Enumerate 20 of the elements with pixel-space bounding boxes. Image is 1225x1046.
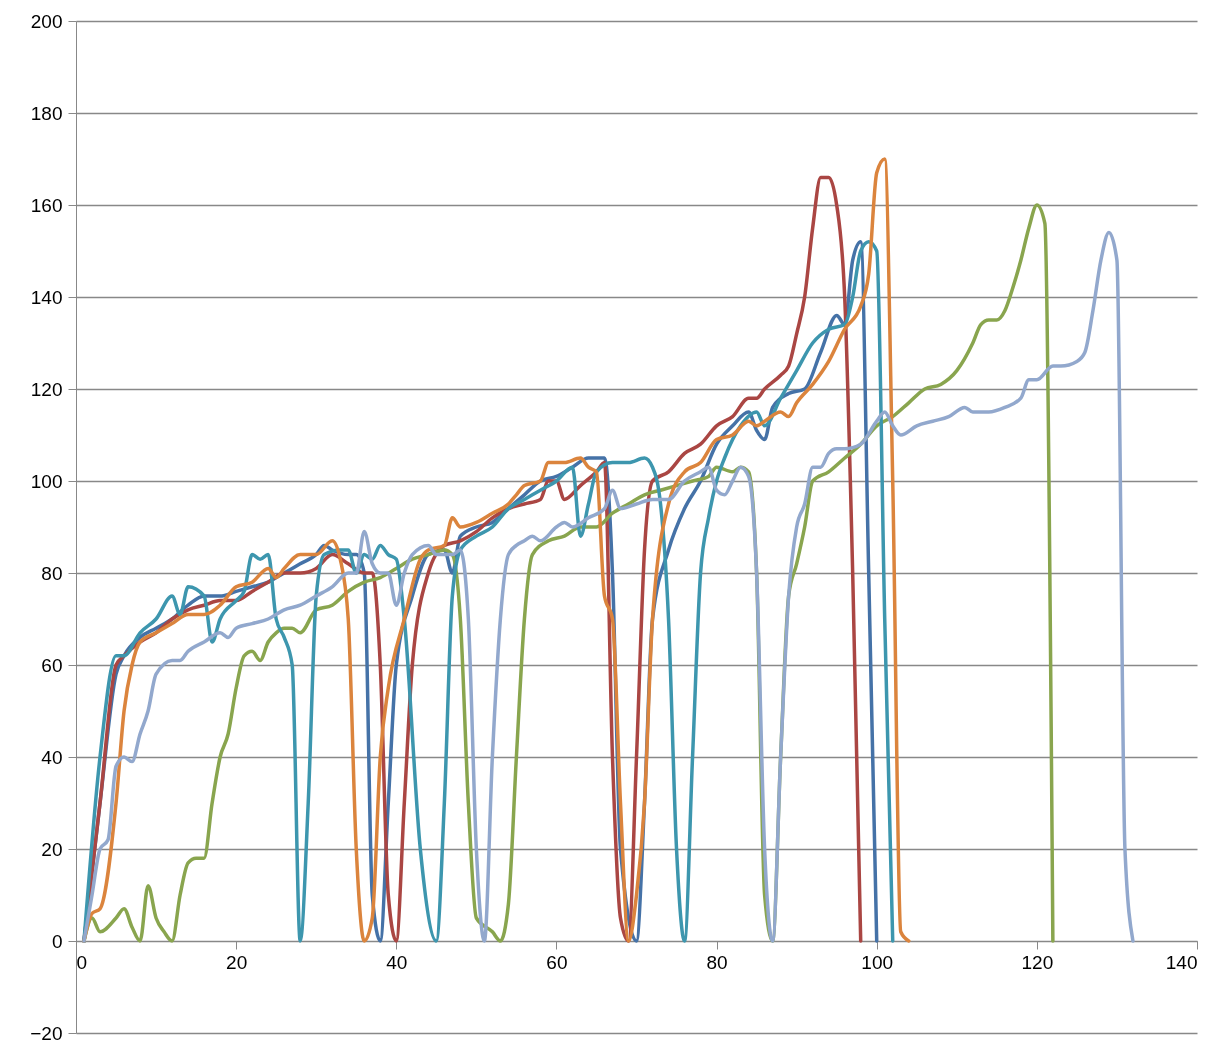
x-tick-label: 60 bbox=[546, 951, 568, 973]
y-tick-label: −20 bbox=[30, 1022, 63, 1044]
y-tick-label: 140 bbox=[30, 286, 63, 308]
x-tick-label: 80 bbox=[706, 951, 728, 973]
x-tick-label: 120 bbox=[1021, 951, 1054, 973]
y-tick-label: 200 bbox=[30, 10, 63, 32]
y-tick-label: 40 bbox=[41, 746, 63, 768]
x-tick-label: 140 bbox=[1165, 951, 1198, 973]
y-tick-label: 180 bbox=[30, 102, 63, 124]
y-tick-label: 0 bbox=[51, 930, 63, 952]
y-tick-label: 120 bbox=[30, 378, 63, 400]
x-tick-label: 0 bbox=[76, 951, 88, 973]
y-tick-label: 20 bbox=[41, 838, 63, 860]
y-tick-label: 60 bbox=[41, 654, 63, 676]
y-tick-label: 160 bbox=[30, 194, 63, 216]
y-tick-label: 100 bbox=[30, 470, 63, 492]
x-tick-label: 40 bbox=[386, 951, 408, 973]
x-tick-label: 100 bbox=[861, 951, 894, 973]
x-tick-label: 20 bbox=[226, 951, 248, 973]
y-tick-label: 80 bbox=[41, 562, 63, 584]
